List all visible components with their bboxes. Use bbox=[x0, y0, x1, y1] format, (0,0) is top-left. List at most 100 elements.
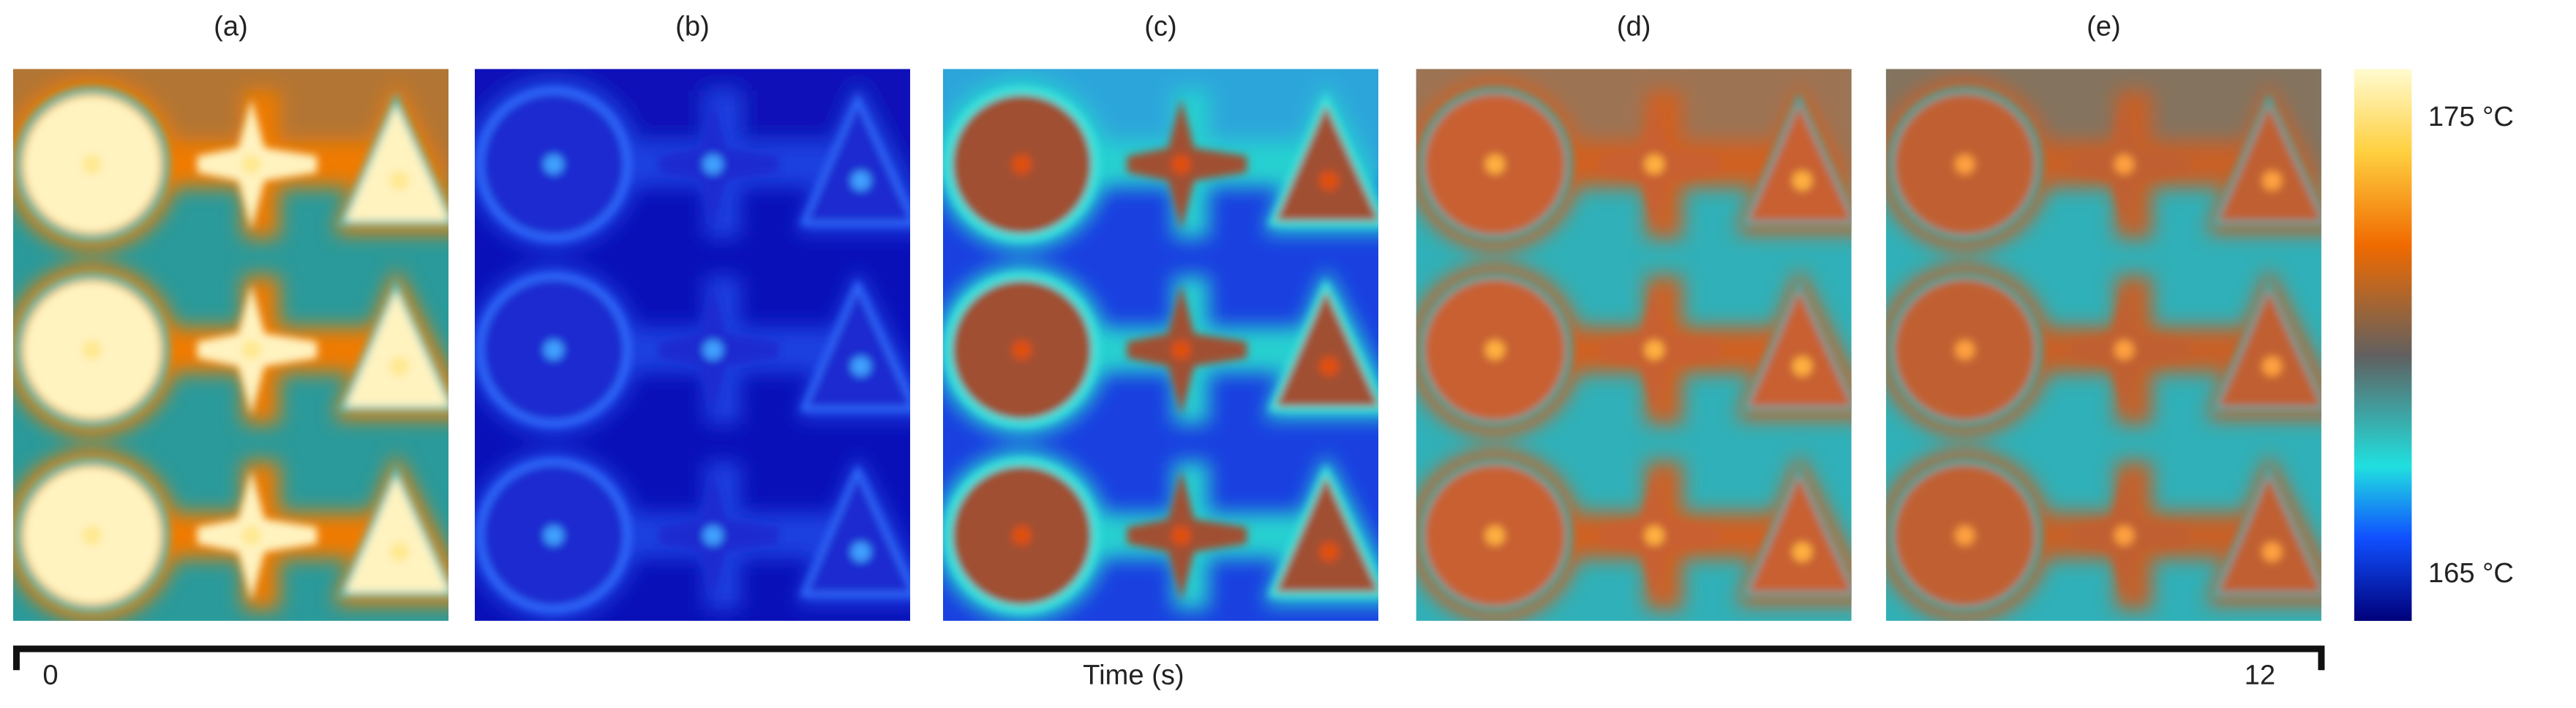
colorbar-max-label: 175 °C bbox=[2428, 101, 2514, 132]
hot-spot bbox=[1012, 525, 1032, 546]
hot-spot bbox=[703, 525, 724, 546]
shapes bbox=[945, 87, 1379, 242]
circle-ring bbox=[476, 272, 631, 427]
circle-ring bbox=[945, 272, 1100, 427]
panel-label: (e) bbox=[2087, 10, 2121, 42]
triangle-shape bbox=[1741, 278, 1852, 412]
hot-spot bbox=[82, 339, 102, 360]
shapes bbox=[945, 272, 1379, 427]
hot-spot bbox=[1484, 339, 1505, 360]
hot-spot bbox=[1171, 154, 1192, 175]
thermal-image bbox=[12, 69, 449, 621]
panel-label: (b) bbox=[675, 10, 710, 42]
hot-spot bbox=[389, 356, 410, 377]
hot-spot bbox=[1644, 525, 1664, 546]
shapes bbox=[1417, 87, 1852, 242]
hot-spot bbox=[1319, 542, 1340, 562]
hot-spot bbox=[703, 339, 724, 360]
triangle-shape bbox=[2210, 92, 2321, 226]
hot-spot bbox=[1484, 154, 1505, 175]
circle-ring bbox=[1417, 272, 1572, 427]
circle-ring bbox=[1417, 458, 1572, 613]
triangle-shape bbox=[799, 278, 911, 412]
hot-spot bbox=[1319, 170, 1340, 191]
hot-spot bbox=[1955, 525, 1975, 546]
panel-label: (d) bbox=[1617, 10, 1651, 42]
hot-spot bbox=[241, 525, 262, 546]
triangle-shape bbox=[1267, 92, 1379, 226]
triangle-shape bbox=[2210, 278, 2321, 412]
panel-label: (a) bbox=[214, 10, 248, 42]
shapes bbox=[1888, 458, 2321, 613]
shapes bbox=[1888, 87, 2321, 242]
circle-ring bbox=[1888, 458, 2043, 613]
colorbar bbox=[2354, 69, 2412, 621]
thermal-image bbox=[942, 69, 1379, 621]
triangle-shape bbox=[2210, 464, 2321, 598]
hot-spot bbox=[1792, 356, 1812, 377]
hot-spot bbox=[1955, 339, 1975, 360]
shapes bbox=[15, 458, 449, 613]
hot-spot bbox=[1171, 525, 1192, 546]
thermal-image bbox=[1885, 69, 2321, 621]
circle-ring bbox=[476, 458, 631, 613]
shapes bbox=[476, 87, 911, 242]
circle-ring bbox=[15, 87, 170, 242]
shapes bbox=[476, 458, 911, 613]
circle-ring bbox=[945, 87, 1100, 242]
hot-spot bbox=[82, 525, 102, 546]
hot-spot bbox=[544, 154, 564, 175]
triangle-shape bbox=[1741, 92, 1852, 226]
shapes bbox=[15, 87, 449, 242]
shapes bbox=[1417, 272, 1852, 427]
circle-ring bbox=[1888, 87, 2043, 242]
thermal-image bbox=[474, 69, 911, 621]
hot-spot bbox=[2114, 339, 2134, 360]
hot-spot bbox=[1644, 339, 1664, 360]
hot-spot bbox=[1792, 542, 1812, 562]
time-bracket bbox=[12, 645, 2325, 671]
hot-spot bbox=[544, 339, 564, 360]
circle-ring bbox=[1417, 87, 1572, 242]
triangle-shape bbox=[337, 464, 449, 598]
triangle-shape bbox=[1267, 464, 1379, 598]
time-label: Time (s) bbox=[1083, 659, 1184, 690]
circle-ring bbox=[1888, 272, 2043, 427]
hot-spot bbox=[389, 542, 410, 562]
shapes bbox=[15, 272, 449, 427]
hot-spot bbox=[82, 154, 102, 175]
hot-spot bbox=[2262, 542, 2283, 562]
hot-spot bbox=[2262, 170, 2283, 191]
triangle-shape bbox=[337, 278, 449, 412]
hot-spot bbox=[241, 154, 262, 175]
hot-spot bbox=[1319, 356, 1340, 377]
hot-spot bbox=[851, 170, 871, 191]
hot-spot bbox=[1644, 154, 1664, 175]
hot-spot bbox=[1012, 154, 1032, 175]
hot-spot bbox=[544, 525, 564, 546]
hot-spot bbox=[2114, 154, 2134, 175]
circle-ring bbox=[476, 87, 631, 242]
thermal-image bbox=[1416, 69, 1852, 621]
hot-spot bbox=[2262, 356, 2283, 377]
circle-ring bbox=[945, 458, 1100, 613]
triangle-shape bbox=[799, 92, 911, 226]
triangle-shape bbox=[337, 92, 449, 226]
triangle-shape bbox=[1267, 278, 1379, 412]
circle-ring bbox=[15, 458, 170, 613]
triangle-shape bbox=[1741, 464, 1852, 598]
hot-spot bbox=[851, 542, 871, 562]
hot-spot bbox=[1792, 170, 1812, 191]
circle-ring bbox=[15, 272, 170, 427]
hot-spot bbox=[851, 356, 871, 377]
shapes bbox=[1888, 272, 2321, 427]
triangle-shape bbox=[799, 464, 911, 598]
hot-spot bbox=[241, 339, 262, 360]
shapes bbox=[1417, 458, 1852, 613]
time-end: 12 bbox=[2245, 659, 2275, 690]
hot-spot bbox=[1012, 339, 1032, 360]
time-start: 0 bbox=[42, 659, 58, 690]
colorbar-min-label: 165 °C bbox=[2428, 557, 2514, 589]
